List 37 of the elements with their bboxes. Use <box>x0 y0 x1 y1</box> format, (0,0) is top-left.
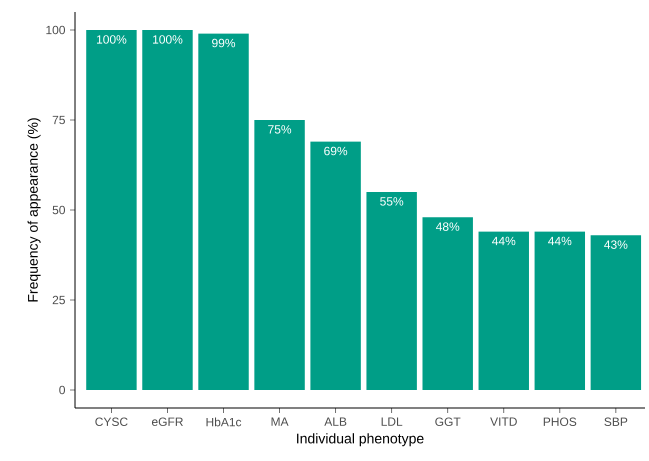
y-tick-label: 100 <box>46 26 66 34</box>
x-tick-label: LDL <box>382 418 402 426</box>
data-label: 99% <box>212 38 236 48</box>
bar <box>310 142 361 390</box>
bar <box>198 34 249 390</box>
data-label: 48% <box>436 222 460 231</box>
bar <box>590 235 642 390</box>
bar <box>366 192 417 390</box>
y-tick-label: 50 <box>52 206 66 214</box>
y-tick-label: 0 <box>59 386 66 394</box>
x-tick-label: SBP <box>604 418 628 426</box>
bar <box>254 120 305 390</box>
bar <box>86 30 137 390</box>
bar <box>534 232 586 390</box>
data-label: 44% <box>492 236 516 246</box>
data-label: 44% <box>548 236 572 246</box>
x-tick-label: CYSC <box>95 418 128 426</box>
x-tick-label: HbA1c <box>206 418 242 426</box>
data-label: 100% <box>153 35 182 44</box>
data-label: 55% <box>380 197 404 206</box>
y-axis-title: Frequency of appearance (%) <box>28 118 41 302</box>
x-tick-label: PHOS <box>544 418 576 426</box>
y-tick-label: 75 <box>52 116 65 124</box>
y-tick-label: 25 <box>52 296 65 304</box>
x-tick-label: GGT <box>435 418 460 426</box>
x-tick-label: VITD <box>490 418 517 426</box>
bar <box>142 30 193 390</box>
x-tick-label: ALB <box>324 418 346 426</box>
bar <box>478 232 529 390</box>
data-label: 69% <box>324 146 348 156</box>
x-tick-label: eGFR <box>152 418 183 426</box>
x-tick-label: MA <box>272 418 289 426</box>
data-label: 75% <box>268 125 292 134</box>
data-label: 100% <box>97 35 126 44</box>
bar <box>422 217 473 390</box>
data-label: 43% <box>604 240 628 249</box>
x-axis-title: Individual phenotype <box>297 433 424 446</box>
